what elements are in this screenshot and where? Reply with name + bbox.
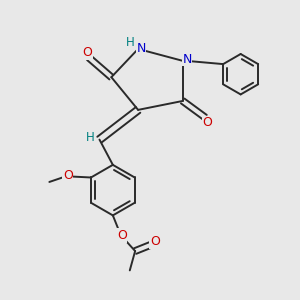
Text: N: N (182, 53, 192, 66)
Text: N: N (136, 42, 146, 55)
Text: H: H (86, 131, 95, 144)
Text: O: O (63, 169, 73, 182)
Text: O: O (150, 235, 160, 248)
Text: O: O (117, 229, 127, 242)
Text: H: H (126, 36, 135, 49)
Text: O: O (202, 116, 212, 129)
Text: O: O (82, 46, 92, 59)
